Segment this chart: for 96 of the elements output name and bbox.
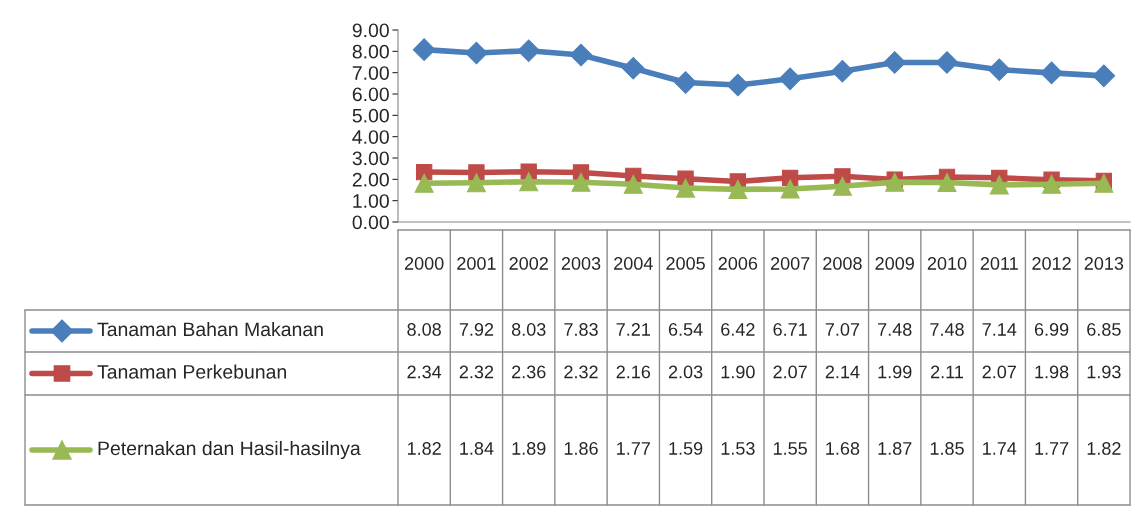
data-label: 1.89 (512, 442, 546, 455)
point (831, 59, 854, 83)
data-label: 7.92 (459, 323, 494, 336)
point (935, 51, 959, 74)
x-tick-label: 2013 (1084, 257, 1124, 270)
data-label: 2.07 (982, 365, 1016, 379)
data-label: 2.11 (931, 365, 964, 379)
data-label: 2.36 (512, 365, 546, 379)
data-label: 1.87 (878, 442, 912, 455)
point (778, 67, 802, 91)
data-label: 1.85 (930, 442, 964, 455)
data-label: 1.98 (1035, 365, 1069, 379)
point (465, 41, 488, 65)
point (885, 172, 905, 192)
legend-label: Peternakan dan Hasil-hasilnya (98, 440, 361, 460)
point (883, 51, 907, 74)
point (674, 71, 697, 94)
point (414, 173, 434, 193)
point (1042, 174, 1062, 194)
point (937, 172, 957, 193)
y-tick-label: 1.00 (353, 194, 389, 208)
data-label: 2.03 (668, 365, 703, 379)
data-label: 1.90 (721, 365, 755, 379)
y-tick-label: 5.00 (352, 108, 389, 123)
y-tick-label: 4.00 (352, 130, 389, 144)
data-label: 6.99 (1034, 323, 1069, 336)
data-label: 1.86 (564, 442, 598, 455)
point (571, 172, 591, 192)
data-label: 1.77 (617, 442, 650, 455)
x-tick-label: 2008 (823, 257, 862, 270)
legend-label: Tanaman Bahan Makanan (97, 321, 323, 337)
point (989, 175, 1009, 195)
data-label: 1.59 (669, 442, 703, 455)
data-label: 7.14 (982, 323, 1017, 336)
point (623, 174, 643, 194)
point (1040, 61, 1063, 85)
data-label: 7.07 (825, 323, 860, 336)
x-tick-label: 2005 (666, 257, 705, 270)
y-tick-label: 6.00 (352, 87, 389, 102)
legend-label: Tanaman Perkebunan (97, 364, 286, 379)
data-label: 8.03 (511, 323, 546, 336)
x-tick-label: 2011 (980, 257, 1018, 270)
x-tick-label: 2009 (875, 257, 914, 270)
x-tick-label: 2003 (561, 257, 601, 270)
data-label: 1.82 (1087, 442, 1121, 455)
x-tick-label: 2006 (718, 257, 758, 270)
y-tick-label: 8.00 (352, 44, 389, 59)
x-tick-label: 2007 (770, 257, 810, 270)
data-label: 7.21 (616, 323, 650, 336)
point (517, 39, 541, 63)
point (569, 43, 593, 67)
data-label: 2.32 (564, 365, 598, 379)
y-tick-label: 2.00 (352, 172, 389, 187)
data-label: 2.14 (825, 365, 860, 379)
data-label: 8.08 (407, 323, 441, 336)
point (466, 173, 486, 193)
y-tick-label: 9.00 (352, 23, 389, 38)
data-label: 6.54 (668, 323, 703, 336)
data-label: 1.93 (1087, 365, 1121, 379)
data-label: 1.53 (721, 442, 755, 455)
data-label: 7.48 (930, 323, 964, 336)
point (728, 179, 748, 199)
data-label: 6.85 (1087, 323, 1121, 336)
point (676, 178, 696, 198)
y-tick-label: 0.00 (352, 215, 389, 230)
data-label: 1.68 (826, 442, 860, 455)
point (412, 38, 436, 61)
point (621, 56, 645, 80)
data-label: 7.83 (564, 323, 598, 336)
data-label: 6.42 (721, 323, 755, 336)
data-label: 2.16 (616, 365, 651, 379)
data-label: 1.82 (407, 442, 441, 455)
x-tick-label: 2000 (404, 257, 444, 270)
point (726, 73, 750, 97)
data-label: 1.77 (1035, 442, 1069, 455)
data-label: 2.07 (773, 365, 807, 379)
data-label: 7.48 (878, 323, 912, 336)
x-tick-label: 2002 (509, 257, 548, 270)
point (987, 58, 1011, 81)
data-label: 1.74 (983, 442, 1017, 455)
point (780, 179, 800, 199)
point (1092, 64, 1116, 88)
x-tick-label: 2004 (614, 257, 653, 270)
y-tick-label: 7.00 (352, 66, 389, 80)
data-label: 2.32 (459, 365, 494, 379)
x-tick-label: 2010 (927, 257, 967, 270)
data-label: 1.84 (460, 442, 494, 455)
x-tick-label: 2012 (1032, 257, 1071, 270)
data-label: 6.71 (773, 323, 807, 336)
point (519, 172, 539, 192)
data-label: 1.99 (878, 365, 912, 379)
x-tick-label: 2001 (457, 257, 496, 270)
point (832, 176, 852, 196)
data-label: 1.55 (773, 442, 807, 455)
data-label: 2.34 (407, 365, 442, 379)
y-tick-label: 3.00 (352, 151, 389, 166)
